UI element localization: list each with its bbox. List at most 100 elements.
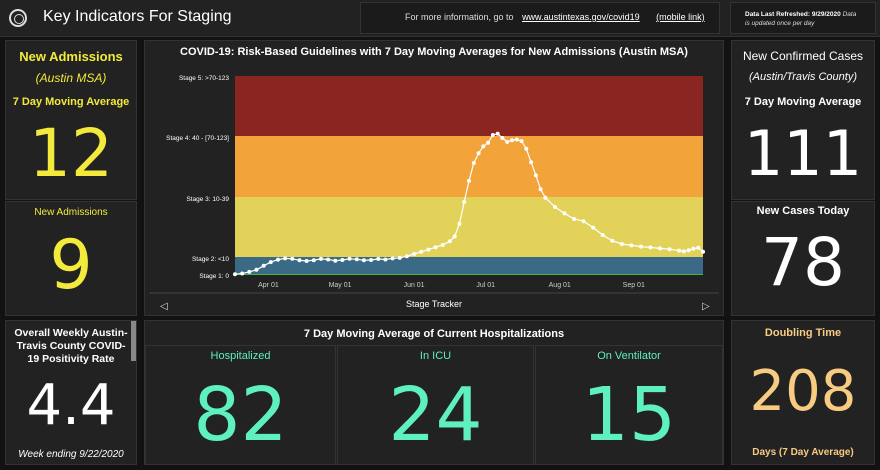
admissions-data-point [505,139,510,144]
cases-avg-panel: New Confirmed Cases (Austin/Travis Count… [731,40,875,200]
admissions-data-point [524,146,529,151]
admissions-subtitle: (Austin MSA) [35,71,107,85]
admissions-data-point [440,243,445,247]
admissions-data-point [347,256,352,261]
admissions-data-point [543,195,548,200]
admissions-data-point [319,256,323,261]
icu-card: In ICU 24 [337,345,534,465]
admissions-data-point [383,257,388,262]
app-title: Key Indicators For Staging [43,8,232,25]
refresh-date: 9/29/2020 [811,11,841,18]
admissions-data-point [500,136,505,140]
admissions-data-point [600,233,605,237]
admissions-data-point [433,245,438,250]
icu-label: In ICU [419,350,452,362]
admissions-data-point [562,211,567,216]
chart-title: COVID-19: Risk-Based Guidelines with 7 D… [180,46,688,58]
chart-scroll-right-icon[interactable]: ▷ [702,301,710,312]
app-header: Key Indicators For Staging For more info… [0,0,880,37]
admissions-data-point [233,272,237,277]
admissions-data-point [290,256,295,261]
admissions-avg-label: 7 Day Moving Average [12,96,130,108]
stage-band-label-2: Stage 2: <10 [192,256,229,263]
stage-band-4 [235,136,703,197]
refresh-note: Data is updated once per day [745,11,857,27]
cases-subtitle: (Austin/Travis County) [749,71,857,83]
admissions-data-point [452,234,457,239]
admissions-data-point [481,144,486,149]
cases-avg-label: 7 Day Moving Average [744,96,862,108]
hospitalizations-title: 7 Day Moving Average of Current Hospital… [303,328,565,340]
admissions-data-point [390,256,395,261]
admissions-data-point [419,249,424,254]
x-tick-label: May 01 [329,282,352,289]
stage-band-label-4: Stage 4: 40 - [70-123] [166,135,229,142]
stage-chart: Stage 1: 0 Stage 2: <10 Stage 3: 10-39 Stag… [149,75,719,312]
admissions-data-point [457,221,462,226]
admissions-data-point [467,178,471,183]
cases-today-panel: New Cases Today 78 [731,201,875,316]
ventilator-card: On Ventilator 15 [535,345,723,465]
admissions-data-point [326,257,331,262]
admissions-data-point [681,249,686,254]
hospitalized-label: Hospitalized [210,350,271,362]
refresh-label: Data Last Refreshed: [745,11,811,18]
admissions-data-point [572,217,577,221]
positivity-scrollbar[interactable] [131,321,136,361]
stage-band-label-5: Stage 5: >70-123 [179,75,229,82]
admissions-data-point [677,248,682,253]
admissions-data-point [629,243,634,248]
x-tick-label: Apr 01 [258,282,279,289]
admissions-data-point [495,131,500,136]
cases-today-label: New Cases Today [756,205,850,217]
admissions-data-point [354,257,359,262]
info-text-row: For more information, go to www.austinte… [405,12,705,22]
admissions-data-point [696,245,701,250]
stage-band-3 [235,197,703,257]
stage-band-label-1: Stage 1: 0 [199,273,229,280]
x-tick-label: Sep 01 [623,282,645,289]
admissions-avg-panel: New Admissions (Austin MSA) 7 Day Moving… [5,40,137,200]
admissions-data-point [691,246,696,251]
admissions-data-point [426,247,431,252]
admissions-new-panel: New Admissions 9 [5,201,137,316]
ventilator-label: On Ventilator [597,350,661,362]
admissions-data-point [490,133,495,137]
mobile-link[interactable]: (mobile link) [656,12,705,22]
admissions-data-point [369,258,374,262]
x-tick-label: Jul 01 [476,282,495,289]
admissions-data-point [591,225,596,230]
admissions-data-point [361,258,366,263]
admissions-data-point [283,256,288,261]
admissions-data-point [610,238,615,243]
refresh-text: Data Last Refreshed: 9/29/2020 Data is u… [745,10,857,28]
admissions-data-point [340,258,345,262]
positivity-panel: Overall Weekly Austin-Travis County COVI… [5,320,137,465]
admissions-avg-line [234,133,704,275]
admissions-title: New Admissions [19,49,123,64]
hospitalized-card: Hospitalized 82 [145,345,336,465]
x-tick-label: Aug 01 [549,282,571,289]
admissions-new-value: 9 [49,226,93,305]
admissions-data-point [240,271,245,276]
cases-avg-value: 111 [743,117,863,190]
admissions-data-point [297,258,302,263]
ventilator-value: 15 [581,372,677,458]
admissions-data-point [412,252,417,256]
admissions-data-point [311,258,316,263]
admissions-data-point [476,151,481,156]
chart-scroll-left-icon[interactable]: ◁ [160,301,168,312]
positivity-value: 4.4 [26,373,116,438]
doubling-footer: Days (7 Day Average) [752,447,854,458]
doubling-panel: Doubling Time 208 Days (7 Day Average) [731,320,875,465]
admissions-data-point [261,263,266,268]
admissions-data-point [254,267,259,272]
stage-band-5 [235,76,703,136]
admissions-data-point [667,247,672,252]
covid19-website-link[interactable]: www.austintexas.gov/covid19 [522,12,640,22]
city-seal-logo-icon [9,9,27,27]
admissions-data-point [247,269,252,274]
admissions-data-point [486,140,491,145]
admissions-data-point [533,173,538,178]
admissions-data-point [447,239,452,244]
